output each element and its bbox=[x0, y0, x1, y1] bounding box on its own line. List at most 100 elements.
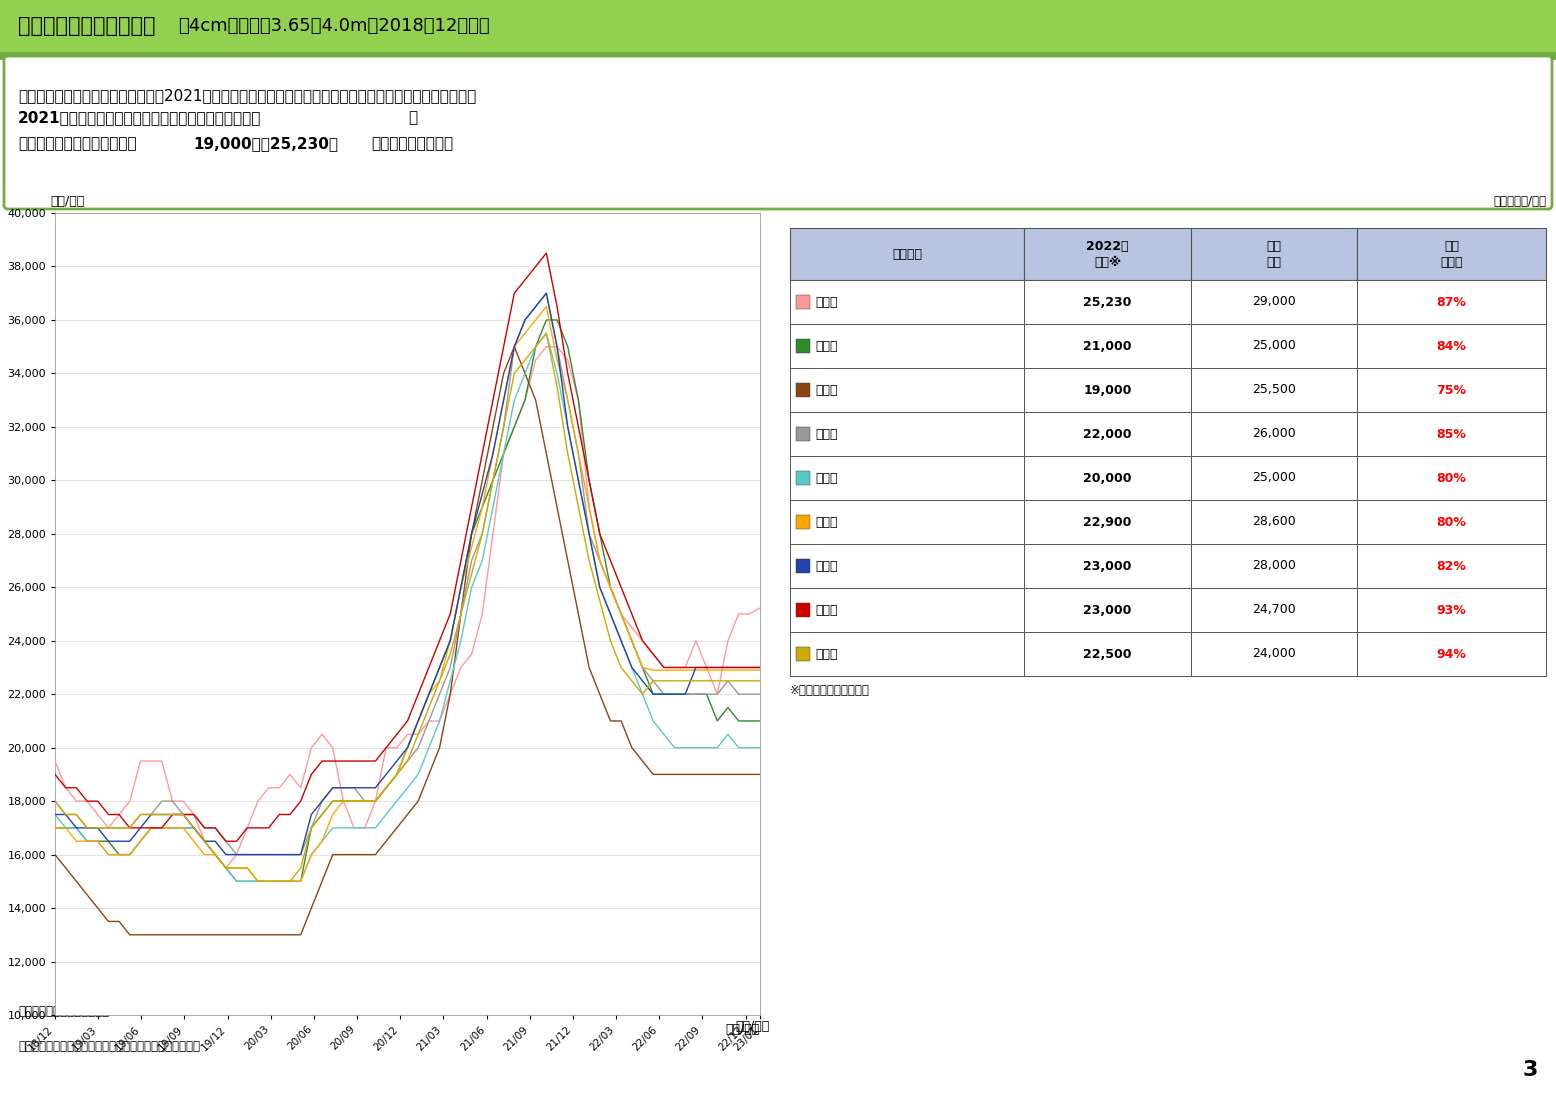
Bar bbox=[797, 383, 811, 397]
Text: 24,000: 24,000 bbox=[1253, 648, 1296, 660]
Text: 愛媛県: 愛媛県 bbox=[815, 516, 837, 528]
Bar bbox=[797, 295, 811, 309]
Text: 前年
同期: 前年 同期 bbox=[1267, 240, 1281, 268]
Text: 25,000: 25,000 bbox=[1253, 472, 1296, 484]
Text: 熊本県: 熊本県 bbox=[815, 604, 837, 616]
Text: 前年
同期比: 前年 同期比 bbox=[1441, 240, 1463, 268]
Text: 2021年３月以前と比較すると全般的に高い水準で推移: 2021年３月以前と比較すると全般的に高い水準で推移 bbox=[19, 110, 261, 125]
Bar bbox=[1024, 456, 1190, 501]
Bar bbox=[790, 632, 1024, 676]
Text: 19,000円～25,230円: 19,000円～25,230円 bbox=[193, 136, 338, 151]
Bar bbox=[1357, 588, 1547, 632]
Bar bbox=[1357, 280, 1547, 324]
Text: 3: 3 bbox=[1523, 1060, 1537, 1080]
Bar bbox=[1190, 588, 1357, 632]
Text: 高知県: 高知県 bbox=[815, 560, 837, 572]
Bar bbox=[1024, 228, 1190, 280]
Text: 93%: 93% bbox=[1436, 604, 1466, 616]
Bar bbox=[1357, 228, 1547, 280]
Text: 岡山県: 岡山県 bbox=[815, 428, 837, 440]
Text: 静岡県: 静岡県 bbox=[815, 340, 837, 352]
Bar bbox=[1190, 456, 1357, 501]
Text: 23,000: 23,000 bbox=[1083, 604, 1131, 616]
Bar bbox=[797, 471, 811, 485]
Text: ※各県１月の値を使用。: ※各県１月の値を使用。 bbox=[790, 684, 870, 697]
FancyBboxPatch shape bbox=[5, 56, 1551, 209]
Bar bbox=[1024, 588, 1190, 632]
Bar bbox=[1190, 280, 1357, 324]
Text: 22,500: 22,500 bbox=[1083, 648, 1131, 660]
Bar bbox=[797, 339, 811, 353]
Text: 25,000: 25,000 bbox=[1253, 340, 1296, 352]
Bar bbox=[790, 228, 1024, 280]
Bar bbox=[797, 603, 811, 617]
Bar bbox=[790, 324, 1024, 369]
Bar bbox=[1357, 632, 1547, 676]
Text: 21,000: 21,000 bbox=[1083, 340, 1131, 352]
Text: 資料：林野庁木材産業課調べ: 資料：林野庁木材産業課調べ bbox=[19, 1005, 109, 1018]
Bar bbox=[1357, 456, 1547, 501]
Text: （円/㎥）: （円/㎥） bbox=[50, 195, 84, 208]
Text: 29,000: 29,000 bbox=[1253, 296, 1296, 308]
Text: 19,000: 19,000 bbox=[1083, 384, 1131, 396]
Bar bbox=[1024, 280, 1190, 324]
Text: 都道府県: 都道府県 bbox=[892, 248, 923, 261]
Bar bbox=[1357, 544, 1547, 588]
Text: 85%: 85% bbox=[1436, 428, 1466, 440]
Bar bbox=[1357, 368, 1547, 412]
Text: 広島県: 広島県 bbox=[815, 472, 837, 484]
Text: 彲4cm程度、镵3.65～4.0m（2018帔12月～）: 彲4cm程度、镵3.65～4.0m（2018帔12月～） bbox=[177, 16, 490, 35]
Text: （年/月）: （年/月） bbox=[736, 1020, 770, 1033]
Text: 94%: 94% bbox=[1436, 648, 1466, 660]
Bar bbox=[790, 280, 1024, 324]
Text: 25,500: 25,500 bbox=[1253, 384, 1296, 396]
Bar bbox=[0, 0, 1556, 52]
Text: 兵庫県: 兵庫県 bbox=[815, 384, 837, 396]
Text: 87%: 87% bbox=[1436, 296, 1466, 308]
Text: （年/月）: （年/月） bbox=[725, 1023, 759, 1036]
Bar bbox=[1024, 544, 1190, 588]
Bar bbox=[790, 368, 1024, 412]
Text: 80%: 80% bbox=[1436, 472, 1466, 484]
Bar bbox=[790, 412, 1024, 456]
Bar bbox=[1024, 368, 1190, 412]
Bar bbox=[1024, 412, 1190, 456]
Text: 24,700: 24,700 bbox=[1253, 604, 1296, 616]
Bar bbox=[790, 500, 1024, 544]
Text: 23,000: 23,000 bbox=[1083, 560, 1131, 572]
Text: 28,000: 28,000 bbox=[1253, 560, 1296, 572]
Bar bbox=[797, 647, 811, 661]
Bar bbox=[1190, 368, 1357, 412]
Text: 82%: 82% bbox=[1436, 560, 1466, 572]
Text: 28,600: 28,600 bbox=[1253, 516, 1296, 528]
Bar bbox=[1357, 324, 1547, 369]
Bar bbox=[1357, 500, 1547, 544]
Bar bbox=[1357, 412, 1547, 456]
Bar bbox=[1190, 632, 1357, 676]
Bar bbox=[1024, 324, 1190, 369]
Text: 84%: 84% bbox=[1436, 340, 1466, 352]
Bar bbox=[797, 515, 811, 529]
Text: 2022年
直近※: 2022年 直近※ bbox=[1086, 240, 1128, 268]
Text: 26,000: 26,000 bbox=[1253, 428, 1296, 440]
Text: 注：都道府県が選定した特定の原木市場・共販所の価格。: 注：都道府県が選定した特定の原木市場・共販所の価格。 bbox=[19, 1040, 201, 1053]
Bar bbox=[1190, 324, 1357, 369]
Text: 80%: 80% bbox=[1436, 516, 1466, 528]
Bar bbox=[790, 544, 1024, 588]
Bar bbox=[797, 427, 811, 441]
Bar bbox=[0, 52, 1556, 60]
Text: 。: 。 bbox=[408, 110, 417, 125]
Bar bbox=[1190, 412, 1357, 456]
Text: ／㎥となっている。: ／㎥となっている。 bbox=[370, 136, 453, 151]
Bar bbox=[1190, 500, 1357, 544]
Text: 大分県: 大分県 bbox=[815, 648, 837, 660]
Bar bbox=[1024, 632, 1190, 676]
Bar bbox=[790, 588, 1024, 632]
Text: （単位：円/㎥）: （単位：円/㎥） bbox=[1494, 195, 1547, 208]
Text: ・直近のヒノキ原木価格は、: ・直近のヒノキ原木価格は、 bbox=[19, 136, 137, 151]
Text: 22,900: 22,900 bbox=[1083, 516, 1131, 528]
Bar bbox=[797, 559, 811, 573]
Bar bbox=[1190, 544, 1357, 588]
Text: イ　ヒノキ（全国）: イ ヒノキ（全国） bbox=[19, 16, 156, 36]
Text: ・ヒノキにおいてもスギと同様に、2021年４月以降、価格が大きく上昇。その後下落傾向に転じているが、: ・ヒノキにおいてもスギと同様に、2021年４月以降、価格が大きく上昇。その後下落… bbox=[19, 88, 476, 103]
